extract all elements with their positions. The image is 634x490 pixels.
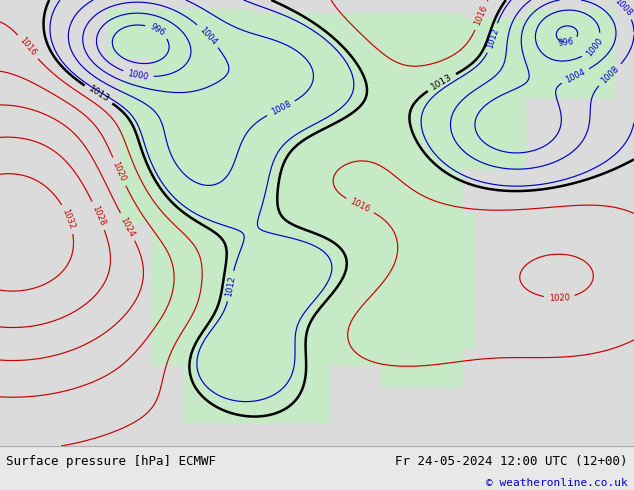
Text: 1020: 1020 xyxy=(111,160,127,183)
Text: 1016: 1016 xyxy=(18,36,38,58)
Text: 1012: 1012 xyxy=(485,26,500,49)
Text: 1032: 1032 xyxy=(61,208,77,230)
Text: 1004: 1004 xyxy=(564,67,587,85)
Text: 996: 996 xyxy=(557,37,574,48)
Text: 1028: 1028 xyxy=(90,204,107,227)
Text: 1013: 1013 xyxy=(430,73,454,92)
Text: Surface pressure [hPa] ECMWF: Surface pressure [hPa] ECMWF xyxy=(6,455,216,468)
Text: 1020: 1020 xyxy=(548,293,570,303)
Text: 1004: 1004 xyxy=(198,25,219,47)
Text: 1012: 1012 xyxy=(224,275,237,297)
Text: 1024: 1024 xyxy=(119,216,136,238)
Text: 1013: 1013 xyxy=(86,84,110,104)
Text: 1008: 1008 xyxy=(599,64,621,85)
Text: 1000: 1000 xyxy=(584,36,604,58)
Text: 996: 996 xyxy=(148,22,167,38)
Text: 1008: 1008 xyxy=(269,99,292,117)
Text: 1016: 1016 xyxy=(349,197,372,214)
Text: 1000: 1000 xyxy=(127,69,150,81)
Text: 1016: 1016 xyxy=(473,4,489,27)
Text: © weatheronline.co.uk: © weatheronline.co.uk xyxy=(486,478,628,489)
Text: Fr 24-05-2024 12:00 UTC (12+00): Fr 24-05-2024 12:00 UTC (12+00) xyxy=(395,455,628,468)
Text: 1008: 1008 xyxy=(612,0,633,18)
